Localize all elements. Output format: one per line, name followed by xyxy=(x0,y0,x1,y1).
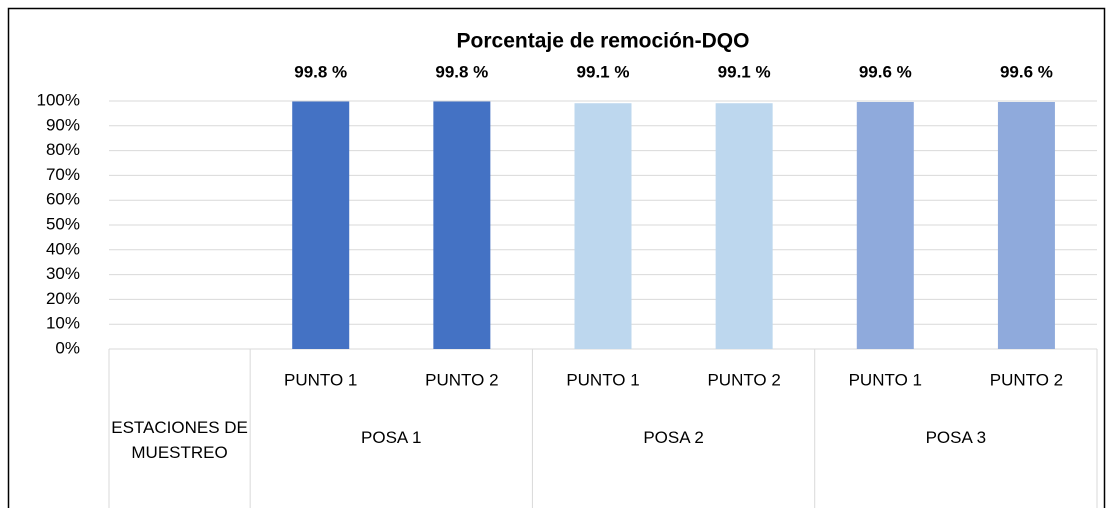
bar xyxy=(715,103,773,350)
group-label: POSA 3 xyxy=(925,428,987,447)
y-tick-label: 30% xyxy=(46,264,80,283)
group-label-box: POSA 1 xyxy=(361,428,422,447)
bar xyxy=(856,101,914,349)
y-tick-label: 100% xyxy=(37,90,80,109)
chart-frame xyxy=(7,7,1106,508)
y-tick-label: 60% xyxy=(46,190,80,209)
data-label: 99.8 % xyxy=(435,62,488,81)
x-tick-label: PUNTO 1 xyxy=(566,370,639,389)
y-tick-label: 80% xyxy=(46,140,80,159)
data-label: 99.1 % xyxy=(718,62,771,81)
group-label-box: ESTACIONES DE MUESTREO xyxy=(111,418,248,462)
data-label: 99.6 % xyxy=(1000,62,1053,81)
y-tick-label: 40% xyxy=(46,239,80,258)
x-tick-label: PUNTO 2 xyxy=(707,370,780,389)
group-label: POSA 1 xyxy=(361,428,422,447)
data-label: 99.6 % xyxy=(859,62,912,81)
group-label: POSA 2 xyxy=(643,428,704,447)
bar xyxy=(433,101,491,349)
data-label: 99.1 % xyxy=(577,62,630,81)
y-tick-label: 50% xyxy=(46,214,80,233)
y-tick-label: 0% xyxy=(55,338,80,357)
group-label: ESTACIONES DE MUESTREO xyxy=(111,418,248,462)
x-tick-label: PUNTO 1 xyxy=(284,370,357,389)
y-tick-label: 70% xyxy=(46,165,80,184)
y-tick-label: 90% xyxy=(46,115,80,134)
bar xyxy=(574,103,632,350)
bar xyxy=(292,101,350,349)
bar xyxy=(997,101,1055,349)
chart-title: Porcentaje de remoción-DQO xyxy=(457,30,750,53)
y-tick-label: 10% xyxy=(46,314,80,333)
x-tick-label: PUNTO 2 xyxy=(425,370,498,389)
y-tick-label: 20% xyxy=(46,289,80,308)
group-label-box: POSA 3 xyxy=(925,428,987,447)
x-tick-label: PUNTO 1 xyxy=(849,370,922,389)
group-label-box: POSA 2 xyxy=(643,428,704,447)
data-label: 99.8 % xyxy=(294,62,347,81)
x-tick-label: PUNTO 2 xyxy=(990,370,1063,389)
